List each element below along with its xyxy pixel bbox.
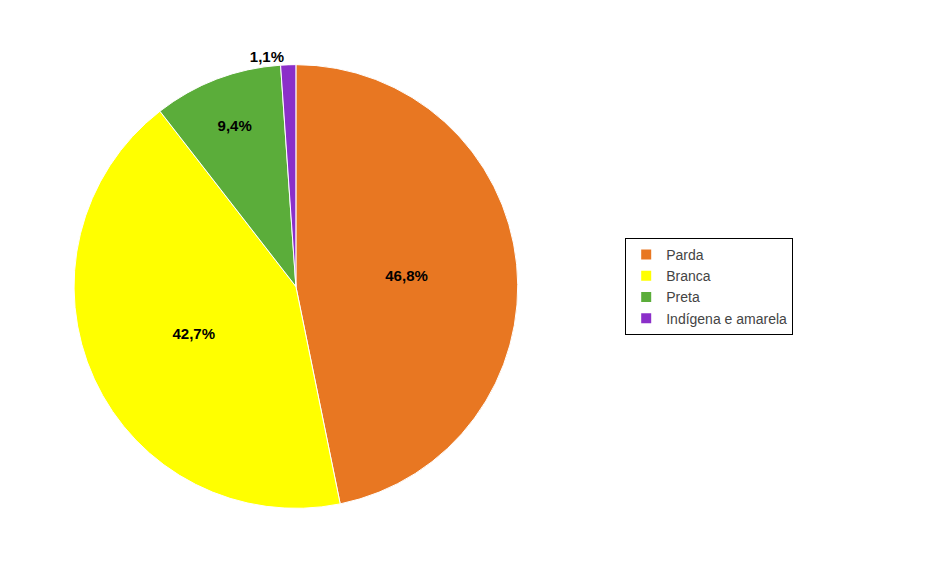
svg-text:42,7%: 42,7% <box>172 325 215 342</box>
svg-text:Indígena e amarela: Indígena e amarela <box>666 311 787 327</box>
svg-text:9,4%: 9,4% <box>218 117 252 134</box>
svg-text:46,8%: 46,8% <box>385 267 428 284</box>
svg-text:Preta: Preta <box>666 289 700 305</box>
svg-text:Parda: Parda <box>666 247 704 263</box>
svg-text:1,1%: 1,1% <box>250 48 284 65</box>
svg-text:Branca: Branca <box>666 268 711 284</box>
